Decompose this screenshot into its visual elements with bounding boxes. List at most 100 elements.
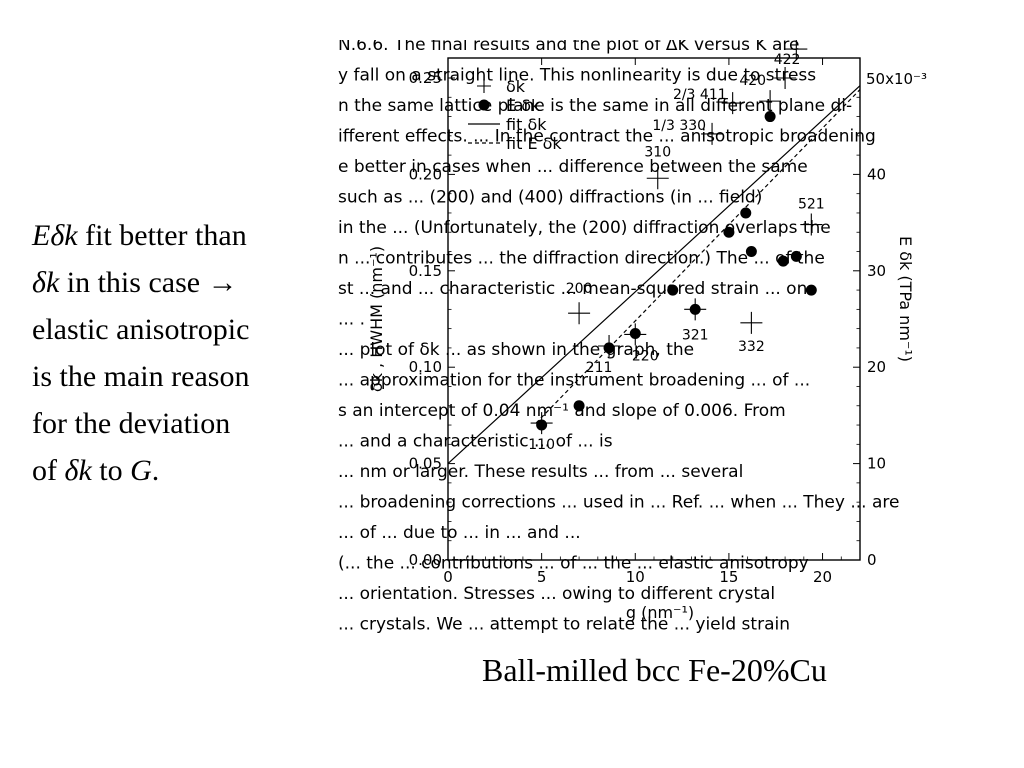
- fit-line-dk: [448, 85, 860, 465]
- reflection-label: 1/3 330: [652, 118, 706, 134]
- reflection-label: 422: [774, 52, 801, 68]
- background-text-line: n ... contributes ... the diffraction di…: [338, 249, 825, 269]
- note-line-5: for the deviation: [32, 407, 231, 440]
- background-text-line: ... nm or larger. These results ... from…: [338, 462, 743, 482]
- legend-label: fit E δk: [506, 134, 562, 153]
- data-point-e-dk: [536, 419, 548, 431]
- background-text-line: e better in cases when ... difference be…: [338, 157, 808, 177]
- legend-label: δk: [506, 77, 526, 96]
- background-text-line: ... crystals. We ... attempt to relate t…: [338, 615, 790, 635]
- data-point-e-dk: [777, 255, 789, 267]
- background-text-line: N.6.6. The final results and the plot of…: [338, 40, 799, 55]
- data-point-dk: [774, 67, 797, 89]
- note-var-g: G: [130, 454, 152, 487]
- data-point-dk: [785, 38, 808, 61]
- legend-label: E δk: [506, 96, 541, 115]
- y-tick-label: 0.05: [409, 455, 442, 473]
- fit-line-e-dk: [535, 89, 860, 424]
- figure-caption: Ball-milled bcc Fe-20%Cu: [482, 652, 827, 688]
- legend-plus-icon: [477, 79, 491, 93]
- background-text-line: ifferent effects. ... In the contract th…: [338, 127, 876, 147]
- data-point-e-dk: [603, 342, 615, 354]
- figure: N.6.6. The final results and the plot of…: [338, 25, 958, 645]
- reflection-label: 332: [738, 339, 765, 355]
- data-point-e-dk: [723, 226, 735, 238]
- y-tick-label: 0.15: [409, 262, 442, 280]
- note-text: .: [151, 454, 160, 487]
- data-point-e-dk: [764, 111, 776, 123]
- annotation-text: Eδk fit better than δk in this case → el…: [32, 212, 342, 494]
- note-text: of: [32, 454, 65, 487]
- reflection-label: 211: [586, 360, 613, 376]
- y2-multiplier: 50x10⁻³: [866, 70, 927, 88]
- legend-label: fit δk: [506, 115, 547, 134]
- note-text: in this case →: [59, 266, 238, 299]
- y-axis-label: δk , HWHM (nm⁻¹): [367, 246, 386, 392]
- note-var-dk: δk: [32, 266, 60, 299]
- x-axis-label: g (nm⁻¹): [626, 603, 694, 622]
- reflection-label: 2/3 411: [673, 87, 727, 103]
- background-text-line: (... the ... contributions ... of ... th…: [338, 554, 809, 574]
- scatter-chart: N.6.6. The final results and the plot of…: [338, 25, 927, 635]
- y2-tick-label: 10: [867, 455, 886, 473]
- reflection-label: 220: [632, 348, 659, 364]
- x-tick-label: 20: [813, 568, 832, 586]
- note-line-3: elastic anisotropic: [32, 313, 250, 346]
- x-tick-label: 10: [626, 568, 645, 586]
- y2-tick-label: 40: [867, 165, 886, 183]
- background-text-line: ... and a characteristic ... of ... is: [338, 432, 613, 452]
- reflection-label: 521: [798, 197, 825, 213]
- data-point-e-dk: [689, 303, 701, 315]
- reflection-label: 321: [682, 327, 709, 343]
- y2-tick-label: 0: [867, 551, 877, 569]
- note-line-2: δk in this case →: [32, 259, 342, 306]
- note-var-dk: δk: [50, 219, 78, 252]
- background-text-line: s an intercept of 0.04 nm⁻¹ and slope of…: [338, 401, 786, 421]
- note-text: to: [91, 454, 131, 487]
- data-point-dk: [759, 90, 782, 113]
- data-point-dk: [721, 92, 744, 115]
- y-tick-label: 0.10: [409, 358, 442, 376]
- background-text-line: such as ... (200) and (400) diffractions…: [338, 188, 762, 208]
- data-point-e-dk: [667, 284, 679, 296]
- reflection-label: 110: [528, 437, 555, 453]
- background-text-line: ... broadening corrections ... used in .…: [338, 493, 899, 513]
- background-text-line: ... approximation for the instrument bro…: [338, 371, 810, 391]
- y2-tick-label: 20: [867, 358, 886, 376]
- legend-dot-icon: [478, 99, 490, 111]
- data-point-dk: [568, 302, 591, 325]
- data-point-e-dk: [805, 284, 817, 296]
- x-tick-label: 5: [537, 568, 547, 586]
- background-text-line: in the ... (Unfortunately, the (200) dif…: [338, 218, 831, 238]
- data-point-e-dk: [790, 250, 802, 262]
- data-point-e-dk: [573, 400, 585, 412]
- background-text-line: ... .: [338, 310, 365, 330]
- y-tick-label: 0.00: [409, 551, 442, 569]
- note-line-6: of δk to G.: [32, 447, 342, 494]
- x-tick-label: 15: [719, 568, 738, 586]
- data-point-e-dk: [629, 327, 641, 339]
- data-point-e-dk: [745, 246, 757, 258]
- note-line-4: is the main reason: [32, 360, 250, 393]
- note-line-1: Eδk fit better than: [32, 212, 342, 259]
- data-point-dk: [800, 213, 823, 236]
- data-point-dk: [646, 167, 669, 190]
- background-text-line: st ... and ... characteristic ... mean-s…: [338, 279, 807, 299]
- x-tick-label: 0: [443, 568, 453, 586]
- note-var-dk: δk: [64, 454, 92, 487]
- reflection-label: 310: [644, 144, 671, 160]
- background-text-line: ... orientation. Stresses ... owing to d…: [338, 584, 775, 604]
- reflection-label: 510: [783, 40, 810, 41]
- y-tick-label: 0.20: [409, 165, 442, 183]
- y2-axis-label: E δk (TPa nm⁻¹): [896, 236, 915, 362]
- note-text: fit better than: [77, 219, 247, 252]
- background-text-line: ... of ... due to ... in ... and ...: [338, 523, 581, 543]
- data-point-dk: [701, 122, 724, 145]
- reflection-label: 420: [739, 73, 766, 89]
- note-var-e: E: [32, 219, 51, 252]
- y-tick-label: 0.25: [409, 69, 442, 87]
- y2-tick-label: 30: [867, 262, 886, 280]
- data-point-e-dk: [740, 207, 752, 219]
- background-text-line: n the same lattice plane is the same in …: [338, 96, 852, 116]
- background-text-line: y fall on a straight line. This nonlinea…: [338, 66, 816, 86]
